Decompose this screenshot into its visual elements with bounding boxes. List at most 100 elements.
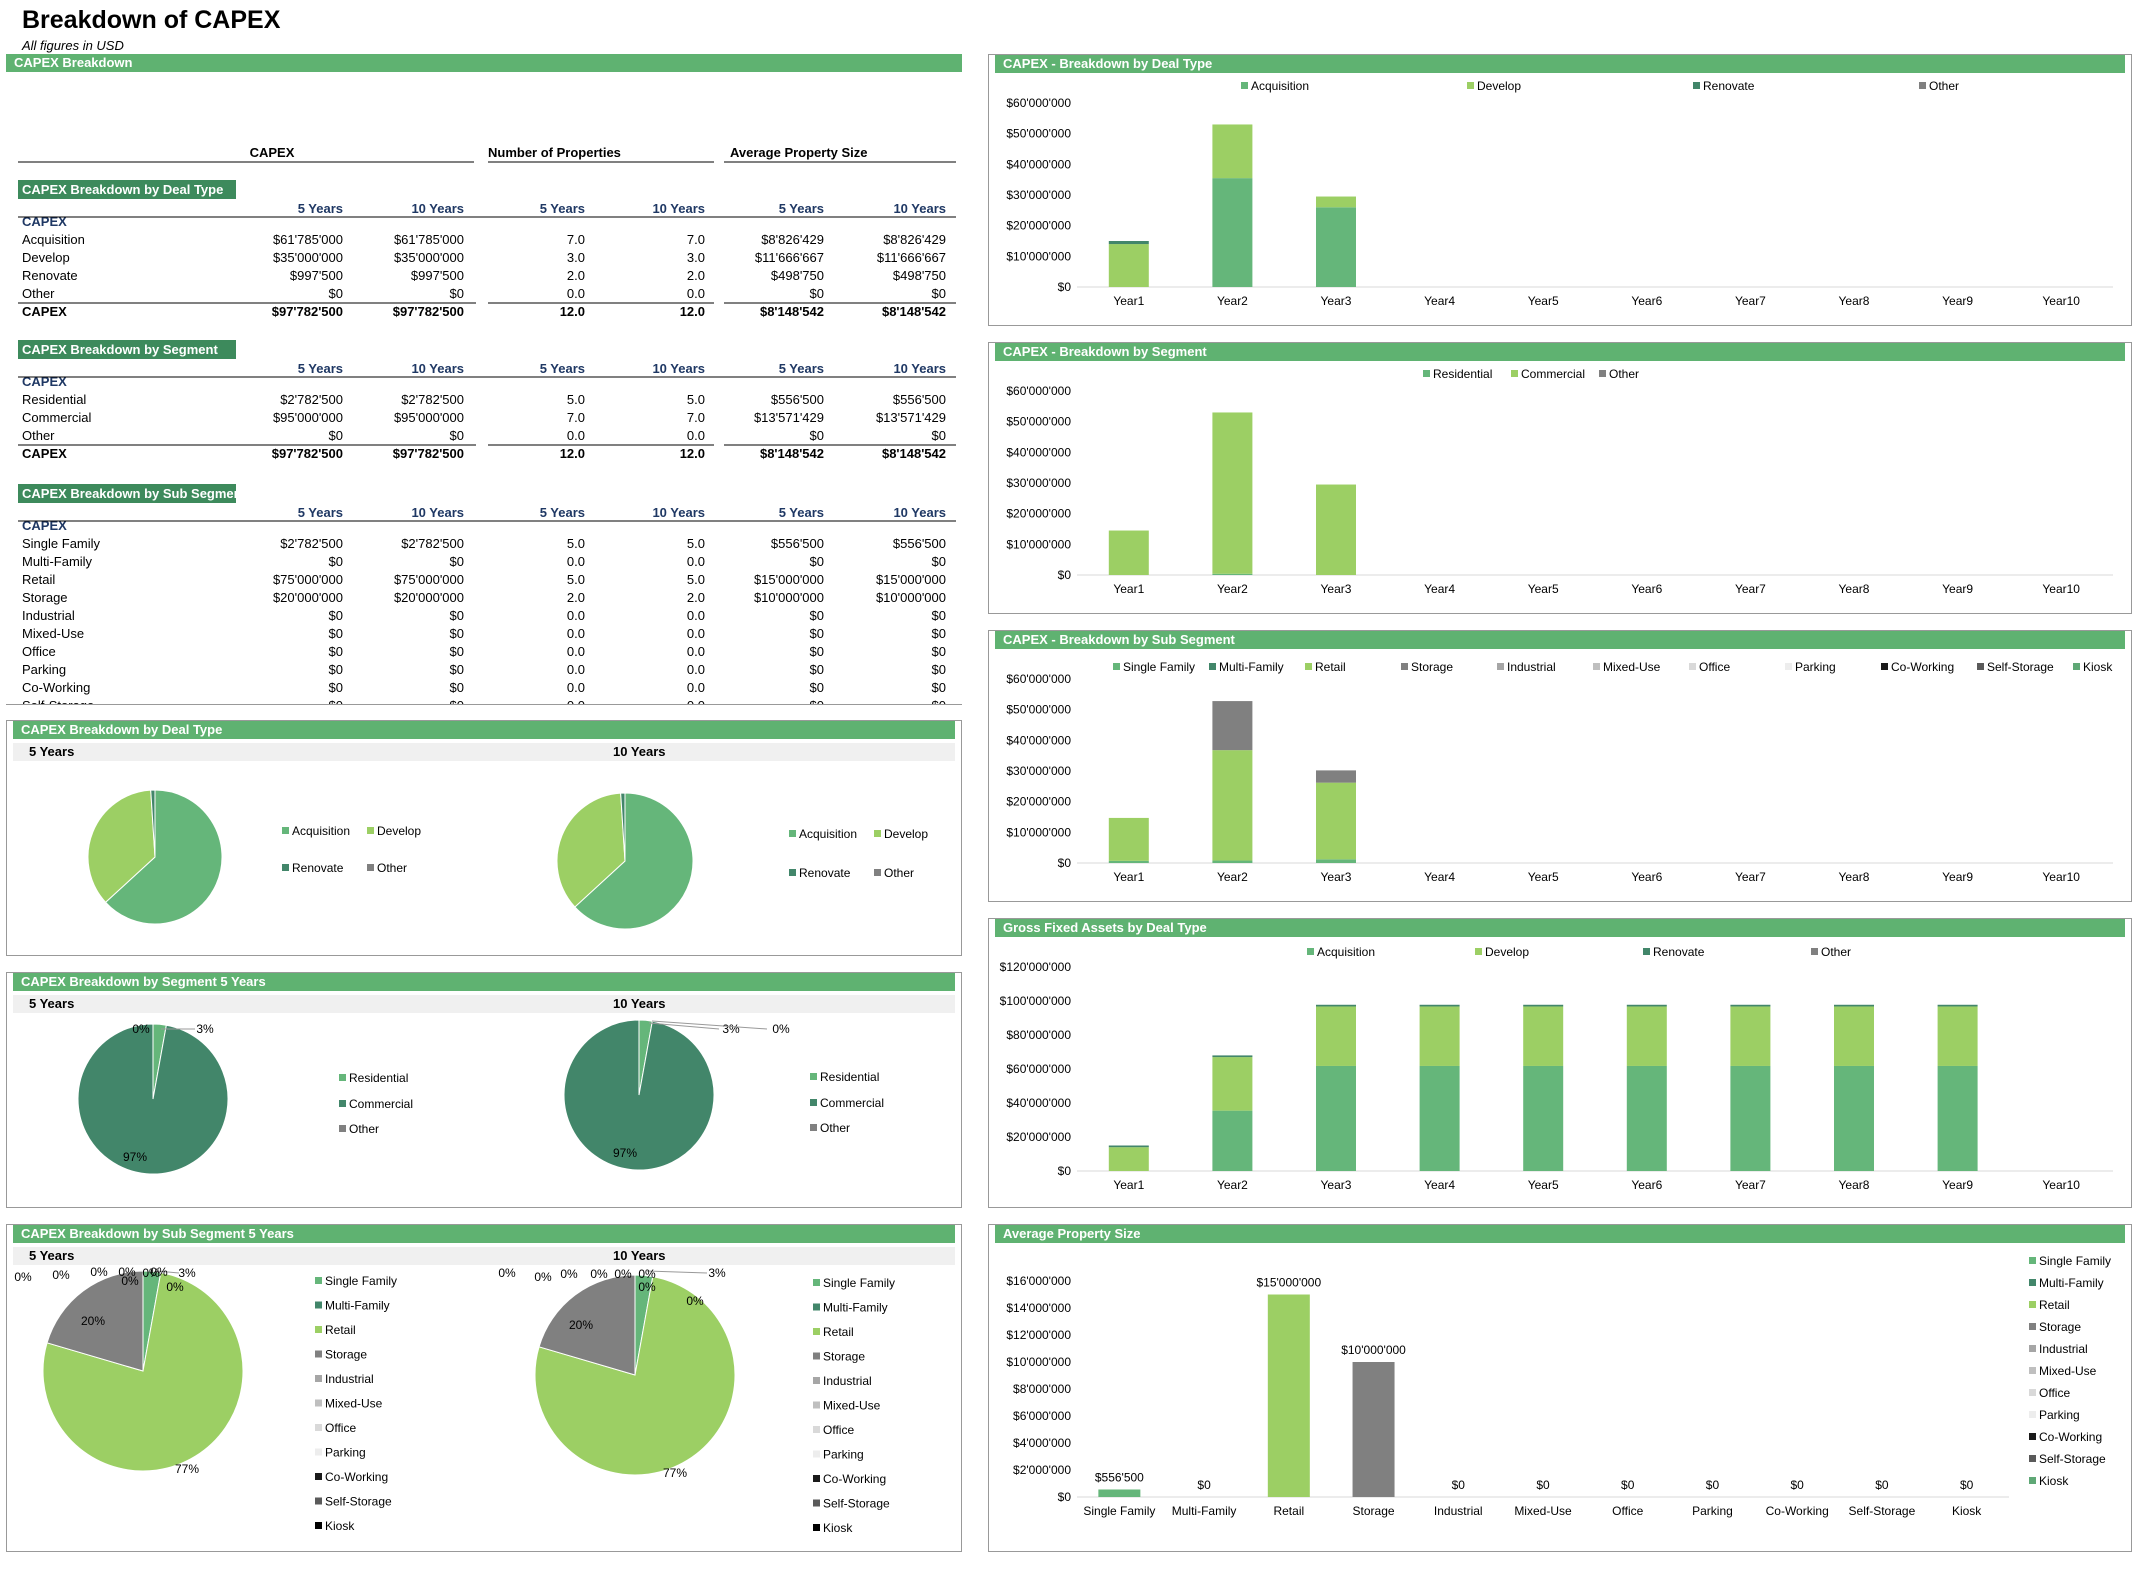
row-cell: $2'782'500 [401, 536, 464, 551]
legend-swatch [813, 1352, 820, 1360]
row-cell: 0.0 [687, 662, 705, 677]
legend-label: Multi-Family [823, 1301, 888, 1315]
legend-swatch [2029, 1279, 2036, 1286]
row-cell: $0 [810, 428, 824, 443]
legend-label: Other [1929, 79, 1959, 93]
bar-segment [1212, 178, 1253, 287]
legend-swatch [2029, 1477, 2036, 1484]
legend-label: Retail [823, 1325, 854, 1339]
year-header: 10 Years [893, 361, 946, 376]
total-cell: $97'782'500 [393, 446, 464, 461]
data-label: $10'000'000 [1341, 1343, 1406, 1357]
legend-swatch [1811, 948, 1818, 955]
legend-label: Retail [1315, 660, 1346, 674]
legend-swatch [813, 1279, 820, 1286]
y-tick-label: $14'000'000 [1006, 1301, 1071, 1315]
pie-pct-label: 0% [638, 1267, 656, 1281]
x-tick-label: Year7 [1735, 294, 1766, 308]
row-cell: 0.0 [687, 644, 705, 659]
row-cell: 0.0 [567, 286, 585, 301]
legend-swatch [1209, 663, 1216, 670]
row-label: Other [22, 428, 55, 443]
legend-swatch [1305, 663, 1312, 670]
data-label: $0 [1960, 1478, 1974, 1492]
legend-label: Mixed-Use [325, 1397, 383, 1411]
x-tick-label: Parking [1692, 1504, 1733, 1518]
row-cell: 0.0 [567, 608, 585, 623]
row-cell: 0.0 [567, 554, 585, 569]
legend-swatch [1919, 82, 1926, 89]
bar-segment [1730, 1006, 1771, 1066]
bar-segment [1316, 484, 1356, 575]
legend-label: Single Family [325, 1274, 397, 1288]
x-tick-label: Year9 [1942, 294, 1973, 308]
legend-label: Co-Working [2039, 1430, 2102, 1444]
x-tick-label: Year10 [2042, 1178, 2080, 1192]
section-title: CAPEX Breakdown by Segment [22, 342, 218, 357]
y-tick-label: $40'000'000 [1006, 445, 1071, 459]
y-tick-label: $60'000'000 [1006, 672, 1071, 686]
bar-segment [1108, 1145, 1149, 1148]
legend-swatch [1475, 948, 1482, 955]
row-label: Retail [22, 572, 55, 587]
subsegment-pie-charts: 77%20%3%0% 0% 0% 0%0%0%0%0%77%20%3%0% 0% 0% 0%… [14, 1265, 895, 1535]
pie-subheader: 5 Years 10 Years [13, 995, 955, 1013]
row-cell: 7.0 [567, 410, 585, 425]
y-tick-label: $30'000'000 [1006, 188, 1071, 202]
section-title-bg [18, 340, 236, 359]
row-cell: $13'571'429 [876, 410, 946, 425]
legend-label: Retail [325, 1323, 356, 1337]
year-header: 10 Years [652, 361, 705, 376]
legend-swatch [2029, 1433, 2036, 1440]
x-tick-label: Year3 [1321, 582, 1352, 596]
legend-label: Mixed-Use [2039, 1364, 2097, 1378]
capex-col-label: CAPEX [22, 214, 67, 229]
pie-left-label: 5 Years [29, 996, 75, 1011]
total-label: CAPEX [22, 304, 67, 319]
pie-slice [42, 1272, 244, 1472]
y-tick-label: $80'000'000 [1006, 1028, 1071, 1042]
row-cell: $11'666'667 [877, 250, 946, 265]
y-tick-label: $10'000'000 [1006, 537, 1071, 551]
capex-table: CAPEX Number of Properties Average Propert… [18, 145, 956, 704]
legend-swatch [2029, 1389, 2036, 1396]
subsegment-bar-chart: $0 $10'000'000 $20'000'000 $30'000'000 $40'0… [1006, 660, 2113, 884]
legend-label: Single Family [2039, 1254, 2111, 1268]
legend-label: Renovate [1653, 945, 1705, 959]
legend-swatch [315, 1399, 322, 1407]
panel-header: Average Property Size [995, 1225, 2125, 1243]
pie-pct-label: 0% [150, 1265, 168, 1279]
legend-label: Parking [1795, 660, 1836, 674]
row-cell: 0.0 [567, 698, 585, 704]
x-tick-label: Year2 [1217, 1178, 1248, 1192]
row-cell: 0.0 [687, 608, 705, 623]
legend-swatch [367, 827, 374, 834]
x-tick-label: Year9 [1942, 870, 1973, 884]
legend-label: Residential [820, 1070, 879, 1084]
deal-pie-panel: CAPEX Breakdown by Deal Type 5 Years 10 … [6, 720, 962, 956]
legend-swatch [813, 1328, 820, 1335]
pie-pct-label: 0% [132, 1022, 150, 1036]
row-cell: 0.0 [567, 626, 585, 641]
row-cell: $2'782'500 [280, 536, 343, 551]
legend-swatch [1423, 370, 1430, 377]
bar-segment [1316, 1004, 1356, 1007]
legend-swatch [1599, 370, 1606, 377]
data-label: $0 [1452, 1478, 1466, 1492]
row-cell: $61'785'000 [273, 232, 343, 247]
row-cell: $8'826'429 [883, 232, 946, 247]
bar-segment [1419, 1004, 1460, 1007]
bar [1352, 1362, 1395, 1497]
legend-swatch [315, 1497, 322, 1505]
y-tick-label: $50'000'000 [1006, 703, 1071, 717]
pie-slice [46, 1270, 144, 1372]
panel-header: CAPEX - Breakdown by Sub Segment [995, 631, 2125, 649]
legend-label: Other [884, 866, 914, 880]
legend-swatch [315, 1448, 322, 1456]
bar-segment [1730, 1004, 1771, 1007]
row-label: Multi-Family [22, 554, 93, 569]
legend-swatch [1593, 663, 1600, 670]
data-label: $0 [1791, 1478, 1805, 1492]
legend-swatch [1307, 948, 1314, 955]
bar-segment [1316, 1065, 1356, 1171]
